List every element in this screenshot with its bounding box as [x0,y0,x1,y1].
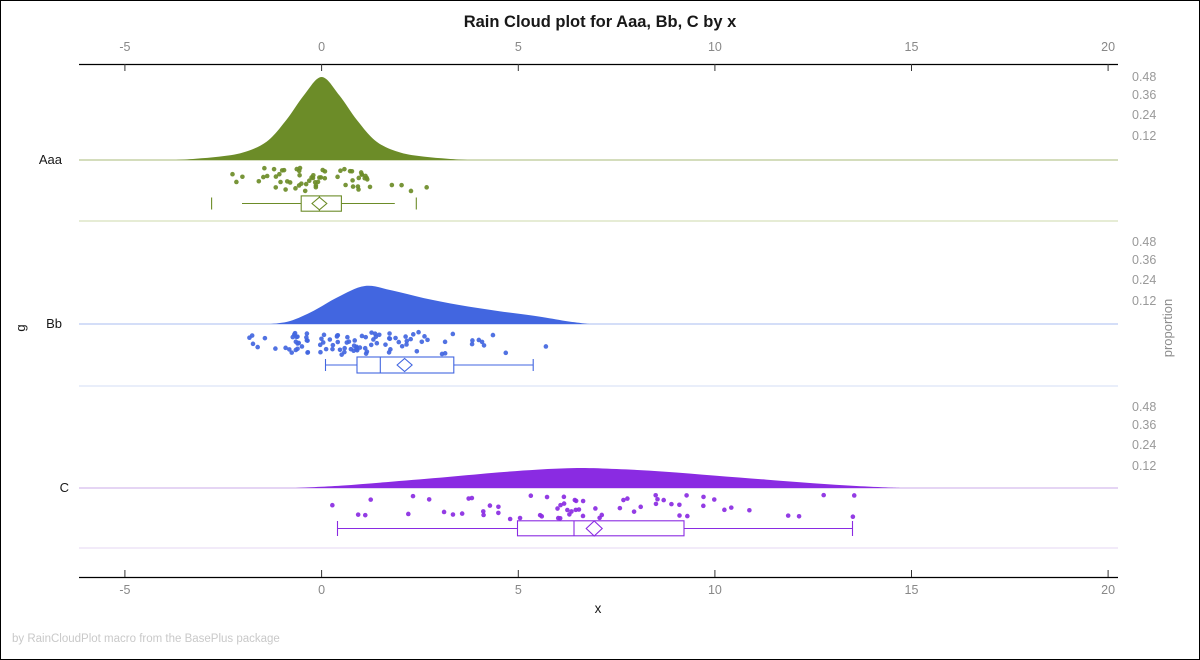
svg-text:0.24: 0.24 [1132,438,1156,452]
svg-text:0.36: 0.36 [1132,418,1156,432]
svg-text:0: 0 [318,40,325,54]
svg-text:15: 15 [905,40,919,54]
svg-text:0: 0 [318,583,325,597]
svg-text:0.48: 0.48 [1132,235,1156,249]
svg-text:g: g [13,324,28,331]
svg-text:-5: -5 [119,40,130,54]
svg-text:15: 15 [905,583,919,597]
svg-text:0.12: 0.12 [1132,129,1156,143]
svg-text:0.36: 0.36 [1132,88,1156,102]
svg-text:0.12: 0.12 [1132,294,1156,308]
svg-text:0.12: 0.12 [1132,459,1156,473]
svg-text:0.24: 0.24 [1132,273,1156,287]
svg-text:0.36: 0.36 [1132,253,1156,267]
svg-text:20: 20 [1101,40,1115,54]
svg-text:0.48: 0.48 [1132,400,1156,414]
svg-text:Bb: Bb [46,316,62,331]
svg-text:-5: -5 [119,583,130,597]
svg-text:0.48: 0.48 [1132,70,1156,84]
svg-text:10: 10 [708,40,722,54]
svg-text:C: C [60,480,69,495]
svg-text:x: x [595,601,602,616]
svg-text:20: 20 [1101,583,1115,597]
svg-text:by RainCloudPlot macro from th: by RainCloudPlot macro from the BasePlus… [12,633,280,645]
svg-text:Aaa: Aaa [39,152,63,167]
svg-text:0.24: 0.24 [1132,108,1156,122]
svg-text:5: 5 [515,40,522,54]
svg-text:5: 5 [515,583,522,597]
svg-text:10: 10 [708,583,722,597]
svg-text:proportion: proportion [1160,299,1175,358]
